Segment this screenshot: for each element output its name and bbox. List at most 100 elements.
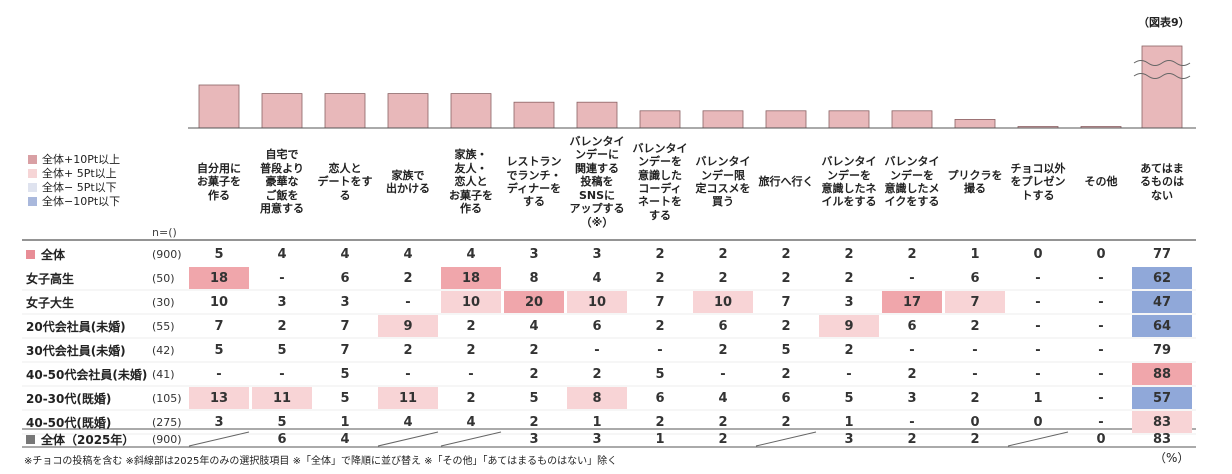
table-cell: 9 [844,318,854,334]
table-cell: - [909,414,915,430]
table-cell: - [846,366,852,382]
table-cell: 5 [277,414,287,430]
table-cell: 4 [340,431,350,447]
highlight-cell [504,291,564,313]
table-cell: 2 [781,246,791,262]
table-cell: 4 [466,246,476,262]
table-cell: 5 [277,342,287,358]
table-cell: 2 [970,390,980,406]
table-cell: 6 [340,270,350,286]
diagonal-cell [440,431,502,447]
highlight-cell [441,291,501,313]
table-cell: 10 [587,294,607,310]
table-cell: 2 [907,431,917,447]
table-cell: 2 [403,270,413,286]
table-cell: - [720,366,726,382]
table-cell: 0 [1033,246,1043,262]
table-cell: 4 [403,246,413,262]
table-cell: 88 [1152,366,1172,382]
table-cell: 1 [592,414,602,430]
column-label: バレンタイ ンデーを 意識したメ イクをする [884,155,940,209]
table-cell: 2 [277,318,287,334]
table-cell: 3 [844,431,854,447]
total-swatch [26,249,35,259]
table-cell: 83 [1152,431,1172,447]
table-cell: 1 [340,414,350,430]
column-label: あてはま るものは ない [1140,161,1184,202]
table-cell: - [1035,270,1041,286]
column-label: 自分用に お菓子を 作る [197,161,241,202]
table-cell: - [279,270,285,286]
table-cell: 4 [403,414,413,430]
table-cell: 57 [1152,390,1172,406]
table-cell: 6 [592,318,602,334]
column-label: プリクラを 撮る [947,168,1003,195]
row-label: 20代会社員(未婚) [26,314,126,338]
bar [261,93,303,129]
table-cell: 0 [1033,414,1043,430]
table-cell: 2 [466,390,476,406]
table-cell: 3 [214,414,224,430]
table-cell: 6 [655,390,665,406]
table-cell: - [1098,294,1104,310]
table-cell: 6 [907,318,917,334]
table-cell: 9 [403,318,413,334]
table-cell: 2 [529,342,539,358]
table-cell: 7 [340,342,350,358]
table-cell: 11 [272,390,292,406]
highlight-cell [882,291,942,313]
table-cell: - [1098,342,1104,358]
total-swatch [26,434,35,444]
row-label: 40-50代(既婚) [26,410,111,434]
table-cell: 5 [844,390,854,406]
table-cell: 18 [461,270,481,286]
legend-item: 全体−10Pt以下 [28,194,120,208]
column-label: バレンタイ ンデーに 関連する 投稿を SNSに アップする （※） [569,135,625,229]
legend-label: 全体+10Pt以上 [42,153,121,166]
table-cell: 2 [718,270,728,286]
table-cell: 83 [1152,414,1172,430]
row-sample-size: (41) [152,367,175,381]
table-cell: 2 [907,366,917,382]
table-cell: - [279,366,285,382]
table-cell: 4 [718,390,728,406]
bar [513,101,555,129]
column-label: レストラン でランチ・ ディナーを する [506,155,562,209]
sample-size-label: n=() [152,226,177,239]
table-cell: 2 [529,414,539,430]
table-cell: - [1035,318,1041,334]
highlight-cell [1132,315,1192,337]
diagonal-cell [377,431,439,447]
table-cell: 2 [718,342,728,358]
row-label-text: 女子高生 [26,271,75,286]
table-cell: 2 [781,414,791,430]
table-cell: 10 [713,294,733,310]
table-cell: 18 [209,270,229,286]
column-label: バレンタイ ンデーを 意識したネ イルをする [821,155,877,209]
column-label: 旅行へ行く [758,175,814,189]
table-cell: 4 [529,318,539,334]
bar [1141,45,1183,129]
table-cell: 2 [655,318,665,334]
table-cell: 1 [970,246,980,262]
column-label: 家族・ 友人・ 恋人と お菓子を 作る [449,148,493,216]
row-sample-size: (42) [152,343,175,357]
table-cell: 2 [718,246,728,262]
highlight-cell [1132,411,1192,433]
row-sample-size: (30) [152,295,175,309]
row-label: 30代会社員(未婚) [26,338,126,362]
table-cell: - [1098,318,1104,334]
row-label-text: 全体 [41,247,66,262]
table-cell: 62 [1152,270,1172,286]
column-label: バレンタイ ンデー限 定コスメを 買う [695,155,751,209]
table-cell: 5 [340,366,350,382]
table-cell: 1 [844,414,854,430]
table-cell: 3 [277,294,287,310]
column-label: バレンタイ ンデーを 意識した コーディ ネートを する [632,141,688,222]
row-label-text: 40-50代(既婚) [26,415,112,430]
highlight-cell [189,387,249,409]
legend-swatch [28,182,37,192]
table-cell: 2 [844,270,854,286]
bar [387,93,429,129]
